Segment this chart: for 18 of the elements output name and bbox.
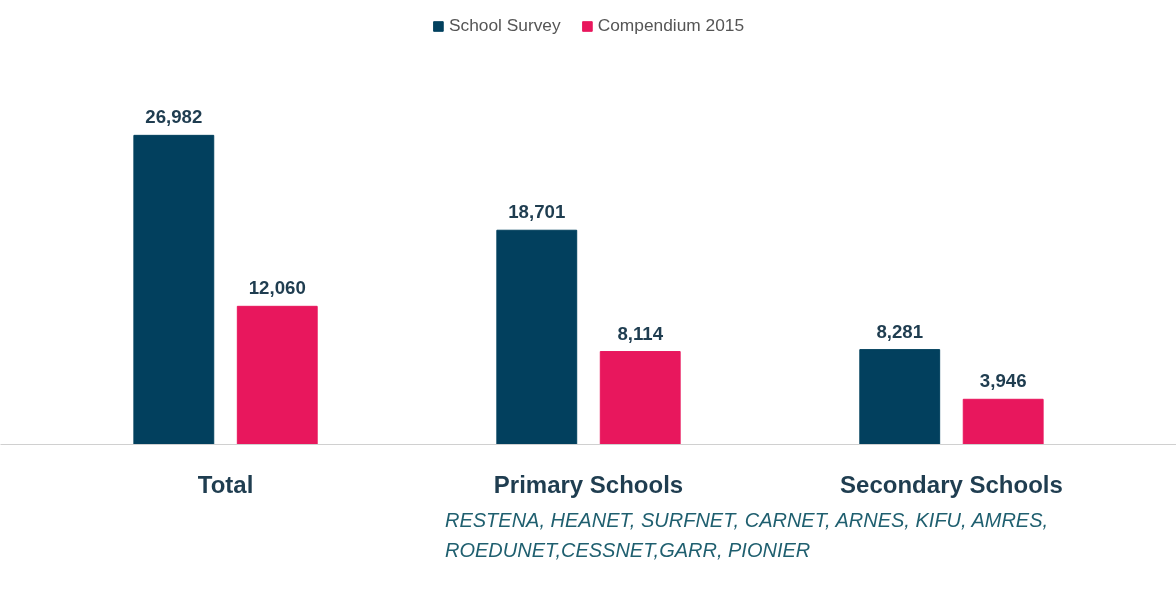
bar xyxy=(962,398,1044,445)
data-label: 3,946 xyxy=(979,370,1027,392)
text: RESTENA, HEANET, SURFNET, CARNET, ARNES, KIFU, AMRES, ROEDUNET,CESSNET,GARR, PIONIER xyxy=(445,508,1050,563)
x-tick-label: Total xyxy=(197,470,254,498)
data-label: 18,701 xyxy=(508,201,566,223)
legend-label: Compendium 2015 xyxy=(597,15,745,36)
x-tick-label: Primary Schools xyxy=(493,470,684,498)
data-label: 8,114 xyxy=(617,322,664,344)
data-label: 12,060 xyxy=(248,277,306,299)
bar xyxy=(236,305,318,445)
x-tick-label: Secondary Schools xyxy=(840,470,1063,498)
bar xyxy=(599,351,681,445)
legend-label: School Survey xyxy=(448,15,561,36)
bar xyxy=(496,229,578,445)
data-label: 26,982 xyxy=(145,106,203,128)
bar xyxy=(859,349,941,445)
bar xyxy=(133,134,215,445)
data-label: 8,281 xyxy=(876,320,924,342)
